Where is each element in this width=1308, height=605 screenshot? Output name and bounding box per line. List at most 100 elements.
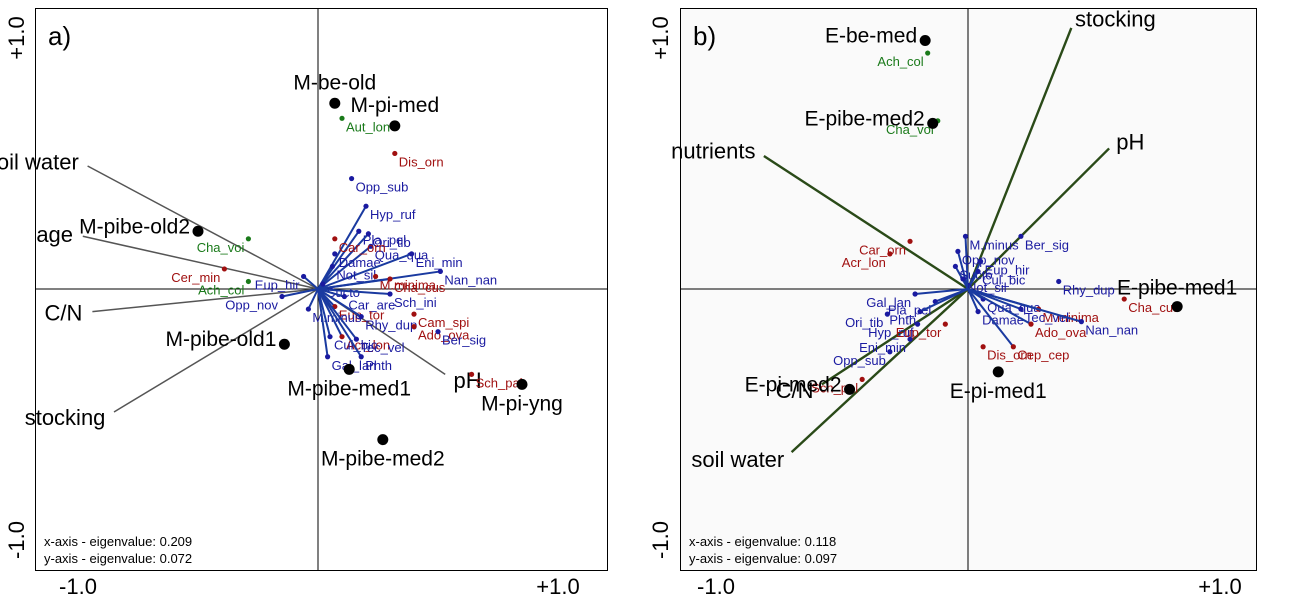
species-label: Sucto bbox=[327, 285, 360, 300]
species-vector bbox=[281, 288, 319, 298]
species-label: Tec_vel bbox=[360, 340, 404, 355]
y-tick-label-max: +1.0 bbox=[648, 16, 673, 59]
species-label: Qua_qua bbox=[375, 247, 429, 262]
site-point bbox=[329, 97, 341, 109]
species-point bbox=[332, 236, 338, 242]
species-label: Phth bbox=[889, 313, 916, 328]
env-vector-label: nutrients bbox=[671, 139, 755, 164]
species-label: Cul_bic bbox=[982, 272, 1026, 287]
species-vector bbox=[317, 233, 370, 290]
env-vector-label: C/N bbox=[776, 378, 814, 403]
species-label: Phth bbox=[365, 358, 392, 373]
species-label: Car_are bbox=[348, 298, 395, 313]
species-label: Ori_tib bbox=[845, 315, 883, 330]
eigenvalue-note: y-axis - eigenvalue: 0.097 bbox=[689, 551, 837, 566]
species-label: Cam_spi bbox=[418, 315, 469, 330]
species-point bbox=[925, 50, 931, 56]
species-label: Opp_nov bbox=[962, 252, 1015, 267]
species-point bbox=[356, 228, 362, 234]
species-label: Ach_col bbox=[198, 282, 244, 297]
site-point bbox=[516, 378, 528, 390]
species-label: Opp_nov bbox=[225, 298, 278, 313]
species-point bbox=[978, 258, 984, 264]
species-point bbox=[437, 268, 443, 275]
x-tick-label-min: -1.0 bbox=[697, 574, 735, 599]
species-point bbox=[975, 308, 981, 315]
species-vector bbox=[317, 288, 363, 358]
site-label: E-be-med bbox=[825, 25, 917, 48]
species-label: Cha_voi bbox=[886, 122, 934, 137]
species-point bbox=[955, 248, 961, 254]
species-point bbox=[915, 321, 921, 327]
species-label: Damae bbox=[339, 255, 381, 270]
species-point bbox=[373, 273, 379, 280]
panel-a: -1.0 +1.0 +1.0 -1.0 a) x-axis - eigenvalue: 0… bbox=[0, 9, 607, 599]
env-vector bbox=[763, 154, 969, 291]
species-label: Car_orn bbox=[859, 242, 906, 257]
env-vector-label: pH bbox=[454, 368, 482, 393]
species-label: Cer_min bbox=[171, 270, 220, 285]
species-point bbox=[349, 175, 355, 182]
site-label: M-pibe-med2 bbox=[321, 448, 445, 471]
species-point bbox=[245, 278, 251, 285]
species-label: Cul_bic bbox=[334, 338, 378, 353]
species-label: Cha_cus bbox=[1128, 300, 1180, 315]
species-point bbox=[1028, 321, 1034, 327]
species-point bbox=[912, 291, 918, 297]
species-label: Eup_hir bbox=[255, 277, 300, 292]
env-vector-label: pH bbox=[1116, 129, 1144, 154]
species-label: Car_orn bbox=[339, 240, 386, 255]
species-point bbox=[1010, 344, 1016, 350]
species-point bbox=[952, 263, 959, 270]
eigenvalue-note: y-axis - eigenvalue: 0.072 bbox=[44, 551, 192, 566]
species-point bbox=[887, 251, 893, 257]
site-point bbox=[1171, 301, 1183, 313]
site-point bbox=[343, 363, 355, 375]
site-label: E-pi-med1 bbox=[950, 380, 1047, 403]
species-vector bbox=[967, 288, 1032, 326]
species-vector bbox=[317, 288, 362, 318]
site-label: E-pibe-med1 bbox=[1117, 277, 1237, 300]
species-label: Hyp_ruf bbox=[868, 325, 914, 340]
species-vector bbox=[317, 252, 412, 290]
species-label: Ber_sig bbox=[1025, 237, 1069, 252]
species-point bbox=[1056, 278, 1062, 285]
y-tick-label-min: -1.0 bbox=[648, 521, 673, 559]
env-vector bbox=[82, 235, 319, 290]
eigenvalue-note: x-axis - eigenvalue: 0.118 bbox=[689, 534, 836, 549]
species-point bbox=[353, 336, 359, 342]
species-point bbox=[387, 291, 393, 297]
species-label: Rhy_dup bbox=[365, 318, 417, 333]
species-point bbox=[363, 203, 369, 209]
species-label: Nan_nan bbox=[1085, 323, 1138, 338]
species-point bbox=[409, 251, 415, 257]
species-point bbox=[305, 306, 311, 312]
species-point bbox=[301, 273, 307, 280]
site-label: M-pibe-med1 bbox=[287, 377, 411, 400]
species-label: Eni_min bbox=[416, 255, 463, 270]
species-label: Ber_sig bbox=[442, 333, 486, 348]
x-tick-label-max: +1.0 bbox=[536, 574, 579, 599]
species-point bbox=[1018, 233, 1024, 239]
species-label: Hyp_ruf bbox=[370, 207, 416, 222]
site-point bbox=[389, 120, 401, 132]
species-point bbox=[339, 334, 345, 340]
species-vector bbox=[967, 288, 979, 312]
species-point bbox=[358, 314, 364, 320]
species-label: Opp_sub bbox=[356, 180, 409, 195]
panel-label: b) bbox=[693, 21, 716, 51]
species-point bbox=[327, 334, 333, 340]
species-label: Tec_vel bbox=[1025, 310, 1069, 325]
site-point bbox=[992, 366, 1004, 378]
species-label: Sch_ini bbox=[394, 295, 437, 310]
species-point bbox=[962, 233, 969, 239]
species-vector bbox=[956, 251, 969, 290]
species-point bbox=[325, 354, 331, 360]
species-point bbox=[392, 150, 398, 157]
x-tick-label-min: -1.0 bbox=[59, 574, 97, 599]
species-point bbox=[320, 281, 326, 287]
site-point bbox=[927, 117, 939, 129]
y-tick-label-min: -1.0 bbox=[4, 521, 29, 559]
